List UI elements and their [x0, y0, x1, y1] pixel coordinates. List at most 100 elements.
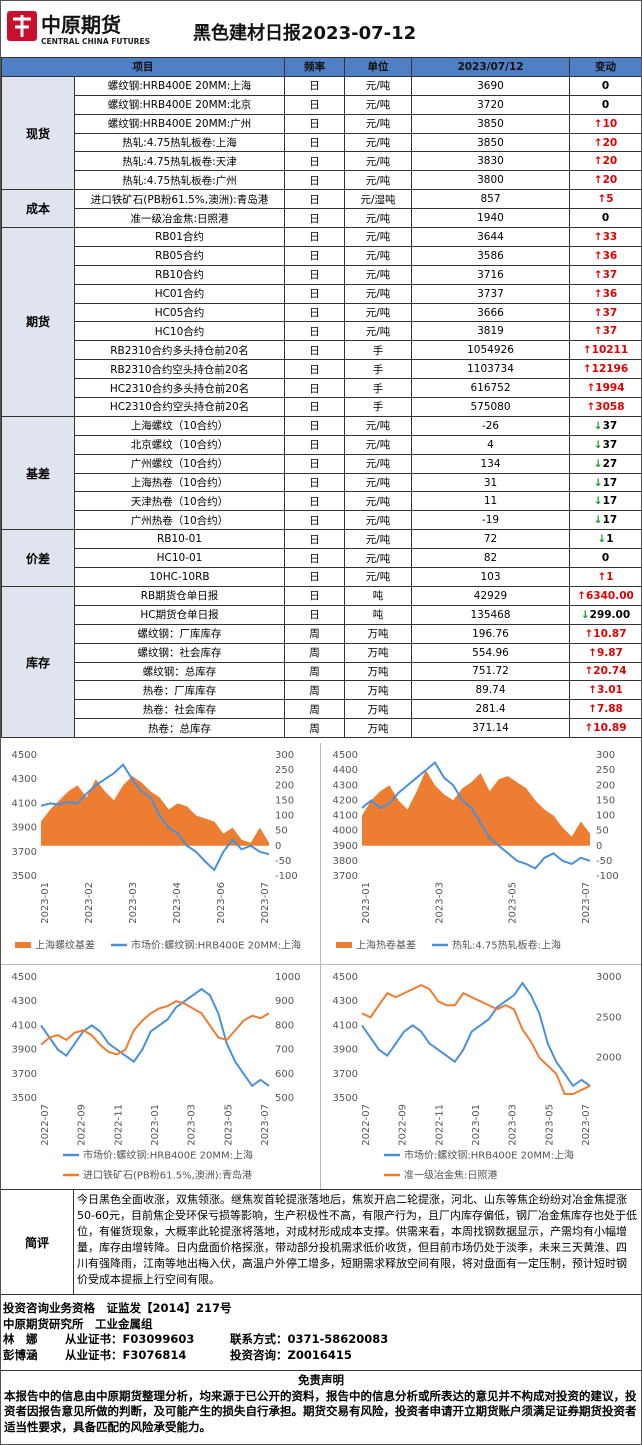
item-cell: 10HC-10RB [74, 567, 285, 587]
change-value: 17 [602, 495, 618, 508]
line [40, 987, 270, 1088]
unit-cell: 万吨 [344, 699, 412, 720]
group-cell: 库存 [1, 585, 75, 739]
table-row: 基差 上海螺纹（10合约）日元/吨 -26 ↓37 [1, 415, 641, 531]
x-tick-label: 2022-09 [398, 1104, 409, 1146]
x-tick-label: 2023-01 [150, 1104, 161, 1146]
change-arrow: ↑ [577, 589, 586, 602]
unit-cell: 元/吨 [344, 491, 412, 512]
person-field: 投资咨询：Z0016415 [230, 1347, 352, 1362]
change-arrow: ↑ [593, 306, 603, 319]
frequency-cell: 日 [284, 208, 345, 229]
x-tick-label: 2023-07 [260, 1104, 271, 1146]
frequency-cell: 日 [284, 415, 345, 436]
group-cell: 基差 [1, 415, 75, 531]
unit-cell: 元/吨 [344, 434, 412, 455]
y-tick-label: 4100 [12, 798, 37, 809]
item-cell: 热卷：厂库库存 [74, 680, 285, 701]
value-cell: 72 [411, 529, 570, 550]
x-tick-label: 2022-07 [40, 1104, 51, 1146]
value-cell: 3644 [411, 227, 570, 247]
value-cell: 3666 [411, 302, 570, 323]
change-value: 20.74 [593, 665, 627, 678]
table-row: 螺纹钢：社会库存周万吨 554.96 ↑9.87 [2, 642, 641, 663]
person: 彭博涵 从业证书：F3076814 投资咨询：Z0016415 [3, 1348, 639, 1364]
change-cell: ↑5 [569, 189, 641, 210]
y2-tick-label: -100 [275, 871, 298, 882]
change-arrow: ↑ [593, 174, 603, 187]
change-value: 12196 [591, 363, 629, 376]
item-cell: HC05合约 [74, 302, 285, 323]
change-value: 0 [601, 98, 610, 111]
unit-cell: 元/吨 [344, 264, 412, 285]
x-tick-label: 2023-05 [544, 1104, 555, 1146]
value-cell: 3830 [411, 151, 570, 172]
change-cell: ↓1 [569, 529, 641, 550]
x-tick-label: 2023-07 [260, 882, 271, 924]
y-tick-label: 4300 [333, 780, 358, 791]
unit-cell: 元/吨 [344, 208, 412, 229]
change-arrow: ↑ [588, 703, 597, 716]
unit-cell: 元/吨 [344, 548, 412, 569]
y-tick-label: 3900 [12, 823, 37, 834]
legend-label: 上海螺纹基差 [35, 939, 95, 952]
item-cell: 热卷：社会库存 [74, 699, 285, 720]
table-row: 热卷：厂库库存周万吨 89.74 ↑3.01 [2, 680, 641, 701]
change-value: 1 [606, 570, 614, 583]
table-row: 10HC-10RB 日元/吨 103 ↑1 [2, 567, 641, 587]
change-cell: 0 [569, 75, 641, 96]
item-cell: HC01合约 [74, 283, 285, 304]
y2-tick-label: 3000 [596, 972, 621, 983]
frequency-cell: 日 [284, 472, 345, 493]
table-row: RB05合约日元/吨 3586 ↑36 [2, 245, 641, 266]
change-cell: ↑7.88 [569, 699, 641, 720]
table-row: 价差 RB10-01 日元/吨 72 ↓1 [1, 529, 641, 587]
value-cell: 371.14 [411, 718, 570, 739]
table-row: 北京螺纹（10合约）日元/吨 4 ↓37 [2, 434, 641, 455]
change-value: 37 [602, 306, 618, 319]
change-cell: ↑20 [569, 170, 641, 191]
change-cell: ↑1994 [569, 378, 641, 399]
change-arrow: ↑ [593, 287, 603, 300]
table-row: HC2310合约空头持仓前20名日手 575080 ↑3058 [2, 397, 641, 417]
person-field: 林 娜 [3, 1332, 38, 1346]
chart: 3500 3700 3900 4100 4300 4500 500 600 700 800 900 1… [12, 972, 301, 1182]
frequency-cell: 日 [284, 170, 345, 191]
unit-cell: 万吨 [344, 623, 412, 644]
change-arrow: ↑ [593, 155, 603, 168]
change-value: 3.01 [596, 684, 623, 697]
item-cell: RB期货仓单日报 [74, 585, 285, 606]
change-cell: ↓37 [569, 434, 641, 455]
y-tick-label: 4300 [333, 996, 358, 1007]
y2-tick-label: 600 [275, 1069, 294, 1080]
y-tick-label: 4000 [333, 826, 358, 837]
person-field: 联系方式：0371-58620083 [230, 1332, 389, 1346]
value-cell: 3586 [411, 245, 570, 266]
change-value: 20 [602, 155, 618, 168]
item-cell: 广州热卷（10合约） [74, 510, 285, 531]
change-cell: ↑12196 [569, 359, 641, 380]
item-cell: HC期货仓单日报 [74, 604, 285, 625]
y-tick-label: 3800 [333, 856, 358, 867]
item-cell: 螺纹钢：总库存 [74, 661, 285, 682]
legend-label: 准一级冶金焦:日照港 [404, 1169, 497, 1182]
frequency-cell: 日 [284, 340, 345, 361]
change-arrow: ↑ [588, 684, 597, 697]
data-table: 项目 频率 单位 2023/07/12 变动 现货 螺纹钢:HRB400E 20MM:上海日… [1, 57, 641, 739]
item-cell: HC10-01 [74, 548, 285, 569]
change-value: 10 [602, 117, 618, 130]
table-row: 热轧:4.75热轧板卷:天津日元/吨 3830 ↑20 [2, 151, 641, 172]
frequency-cell: 日 [284, 510, 345, 531]
value-cell: -26 [411, 415, 570, 436]
column-header: 频率 [284, 57, 345, 77]
y2-tick-label: 150 [275, 795, 294, 806]
frequency-cell: 日 [284, 491, 345, 512]
divider [1, 964, 641, 965]
change-arrow: ↑ [588, 646, 597, 659]
y-tick-label: 3700 [333, 871, 358, 882]
disclaimer-title: 免责声明 [298, 1373, 344, 1387]
frequency-cell: 日 [284, 75, 345, 96]
chart: 3700 3800 3900 4000 4100 4200 4300 4400 4500 -100… [333, 750, 619, 952]
table-row: HC10合约日元/吨 3819 ↑37 [2, 321, 641, 342]
change-arrow: ↑ [582, 363, 592, 376]
